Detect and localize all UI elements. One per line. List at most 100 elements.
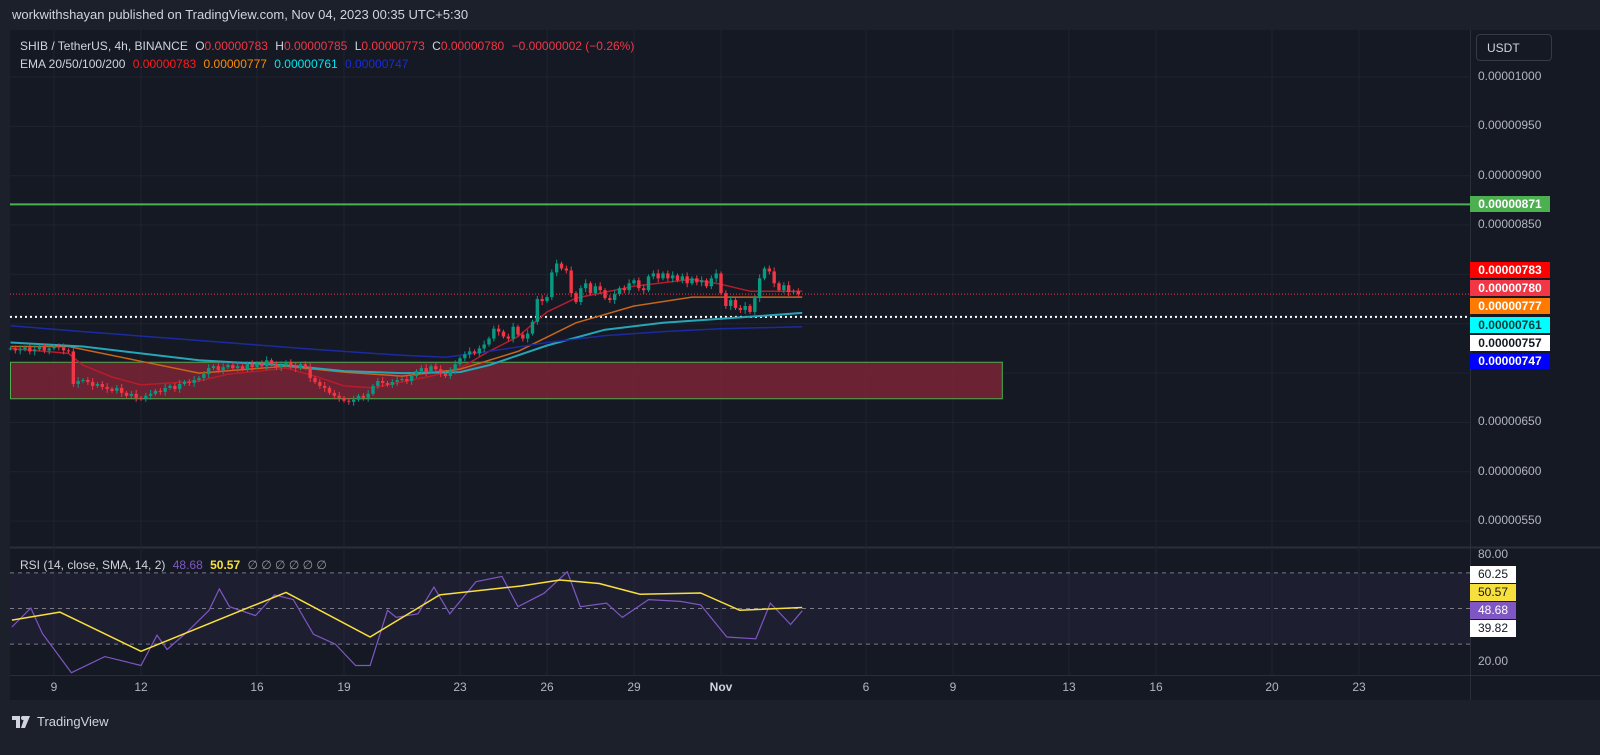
currency-button[interactable]: USDT — [1476, 34, 1552, 61]
candle-up — [47, 348, 51, 351]
price-tick-label: 0.00000600 — [1478, 463, 1542, 478]
candle-up — [535, 299, 540, 322]
candle-up — [52, 346, 56, 349]
candle-down — [66, 350, 71, 352]
candle-down — [443, 373, 448, 377]
grid — [10, 30, 1600, 700]
candle-up — [550, 272, 554, 298]
candle-down — [434, 366, 438, 370]
candle-up — [477, 348, 482, 354]
time-tick-label: 9 — [50, 680, 58, 694]
high-label: H — [275, 39, 284, 53]
candle-up — [264, 360, 269, 367]
candle-down — [656, 273, 660, 279]
candle-up — [356, 395, 361, 400]
candle-up — [554, 263, 559, 273]
price-label: 0.00000783 — [1470, 262, 1550, 278]
candle-down — [347, 400, 351, 402]
candle-up — [709, 278, 714, 287]
candle-down — [588, 283, 593, 294]
price-tick-label: 0.00000650 — [1478, 414, 1542, 429]
candle-down — [738, 307, 743, 310]
candle-down — [380, 380, 385, 383]
candle-up — [245, 364, 250, 370]
candle-down — [506, 336, 511, 339]
time-tick-label: 23 — [453, 680, 467, 694]
time-tick-label: 13 — [1062, 680, 1076, 694]
candle-up — [284, 362, 288, 366]
time-tick-label: 29 — [627, 680, 641, 694]
candle-down — [569, 270, 573, 294]
candle-down — [748, 305, 752, 312]
rsi-value-label: 60.25 — [1470, 566, 1516, 583]
candle-down — [385, 382, 390, 385]
candle-up — [743, 305, 747, 310]
candle-down — [303, 364, 308, 368]
candle-down — [564, 268, 569, 271]
candle-up — [235, 366, 240, 369]
symbol-name[interactable]: SHIB / TetherUS, 4h, BINANCE — [20, 39, 188, 53]
candle-up — [163, 387, 167, 392]
candle-up — [390, 381, 395, 385]
candle-down — [516, 326, 520, 335]
candle-up — [23, 347, 27, 350]
ema20-line — [10, 278, 803, 389]
support-zone — [10, 361, 1003, 400]
candle-up — [18, 349, 22, 351]
candle-down — [250, 364, 254, 368]
candle-down — [110, 388, 114, 391]
ema50-value: 0.00000777 — [203, 57, 267, 71]
rsi-sma-line — [11, 579, 803, 653]
candle-up — [279, 365, 283, 368]
tradingview-logo[interactable]: TradingView — [12, 714, 109, 729]
close-value: 0.00000780 — [440, 39, 505, 53]
time-tick-label: 16 — [1149, 680, 1163, 694]
candle-up — [153, 390, 158, 394]
candle-up — [487, 338, 491, 345]
candle-down — [240, 366, 245, 370]
price-label: 0.00000761 — [1470, 317, 1550, 333]
candle-up — [670, 275, 675, 279]
candle-down — [622, 288, 627, 291]
candle-down — [685, 276, 689, 284]
horizontal-lines — [10, 203, 1470, 318]
support-zone-box — [10, 361, 1003, 400]
candle-up — [298, 364, 303, 369]
candle-up — [351, 399, 356, 402]
candle-up — [458, 358, 462, 365]
candle-up — [762, 268, 767, 279]
candle-up — [632, 280, 636, 284]
candle-up — [511, 326, 515, 339]
candle-down — [598, 286, 602, 291]
candle-up — [791, 291, 796, 293]
candle-up — [492, 328, 496, 339]
candle-down — [139, 397, 143, 399]
candle-down — [61, 347, 66, 351]
candle-up — [81, 380, 85, 382]
candle-up — [211, 366, 216, 369]
candle-up — [661, 273, 665, 279]
time-tick-label: 20 — [1265, 680, 1279, 694]
candle-down — [472, 351, 477, 354]
candle-down — [231, 365, 235, 369]
candle-up — [757, 278, 762, 299]
candle-down — [521, 334, 525, 339]
candle-down — [695, 278, 699, 283]
rsi-label[interactable]: RSI (14, close, SMA, 14, 2) — [20, 558, 166, 572]
price-label: 0.00000777 — [1470, 298, 1550, 314]
close-label: C — [432, 39, 441, 53]
price-tick-label: 0.00000950 — [1478, 118, 1542, 133]
ema-label[interactable]: EMA 20/50/100/200 — [20, 57, 126, 71]
price-tick-label: 0.00000900 — [1478, 167, 1542, 182]
candle-up — [202, 374, 206, 379]
candle-up — [148, 393, 153, 396]
candle-down — [786, 285, 791, 293]
time-tick-label: 19 — [337, 680, 351, 694]
rsi-tick-label: 80.00 — [1478, 547, 1509, 561]
candle-down — [704, 280, 709, 287]
low-label: L — [354, 39, 362, 53]
candle-down — [274, 364, 279, 368]
candle-down — [405, 379, 409, 381]
candle-down — [158, 390, 163, 392]
